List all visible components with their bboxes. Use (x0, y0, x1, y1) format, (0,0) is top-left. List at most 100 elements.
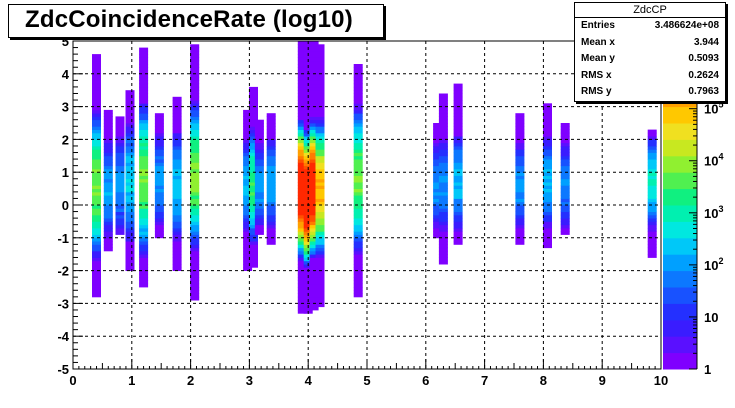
heatmap-cell (139, 162, 149, 167)
heatmap-cell (438, 142, 448, 147)
heatmap-cell (92, 165, 101, 170)
heatmap-cell (139, 126, 149, 130)
heatmap-cell (92, 146, 101, 150)
heatmap-cell (172, 116, 182, 121)
heatmap-cell (438, 162, 448, 167)
heatmap-cell (560, 178, 570, 183)
heatmap-cell (433, 178, 443, 183)
heatmap-cell (438, 237, 448, 242)
heatmap-cell (172, 178, 182, 183)
heatmap-cell (560, 155, 570, 160)
stats-label: RMS y (581, 86, 612, 97)
heatmap-cell (92, 175, 101, 180)
heatmap-cell (125, 237, 135, 242)
heatmap-cell (190, 73, 200, 78)
heatmap-cell (309, 231, 319, 235)
heatmap-cell (297, 182, 307, 186)
heatmap-cell (172, 159, 182, 163)
heatmap-cell (266, 241, 276, 245)
heatmap-cell (172, 103, 182, 107)
heatmap-cell (125, 149, 135, 153)
heatmap-cell (303, 96, 313, 101)
heatmap-cell (190, 123, 200, 127)
heatmap-cell (249, 264, 258, 268)
heatmap-cell (139, 146, 149, 150)
heatmap-cell (315, 165, 325, 170)
heatmap-cell (92, 90, 101, 94)
heatmap-cell (172, 231, 182, 235)
heatmap-cell (647, 211, 657, 216)
heatmap-cell (438, 168, 448, 173)
heatmap-cell (309, 47, 319, 52)
heatmap-cell (560, 205, 570, 209)
heatmap-cell (438, 241, 448, 245)
heatmap-cell (297, 273, 307, 278)
heatmap-cell (353, 129, 363, 134)
heatmap-cell (543, 175, 552, 180)
heatmap-cell (453, 113, 463, 117)
heatmap-cell (249, 93, 258, 98)
heatmap-cell (309, 100, 319, 104)
heatmap-cell (433, 208, 443, 212)
heatmap-cell (125, 198, 135, 203)
heatmap-cell (125, 182, 135, 186)
heatmap-cell (243, 139, 253, 144)
heatmap-cell (115, 146, 125, 150)
heatmap-cell (515, 218, 525, 222)
heatmap-cell (243, 247, 253, 252)
heatmap-cell (543, 123, 552, 127)
heatmap-cell (154, 162, 164, 167)
heatmap-cell (266, 185, 276, 189)
heatmap-cell (254, 182, 264, 186)
heatmap-cell (125, 172, 135, 176)
heatmap-cell (139, 250, 149, 255)
heatmap-cell (515, 185, 525, 189)
heatmap-cell (353, 146, 363, 150)
heatmap-cell (353, 283, 363, 288)
heatmap-cell (438, 178, 448, 183)
heatmap-cell (266, 155, 276, 160)
heatmap-cell (297, 310, 307, 314)
heatmap-cell (515, 221, 525, 226)
heatmap-cell (115, 139, 125, 144)
heatmap-cell (125, 175, 135, 180)
heatmap-cell (249, 100, 258, 104)
heatmap-cell (103, 129, 113, 134)
heatmap-cell (297, 162, 307, 167)
heatmap-cell (139, 224, 149, 229)
heatmap-cell (103, 116, 113, 121)
heatmap-cell (438, 247, 448, 252)
heatmap-cell (125, 247, 135, 252)
heatmap-cell (560, 126, 570, 130)
heatmap-cell (190, 64, 200, 68)
heatmap-cell (353, 231, 363, 235)
heatmap-cell (543, 149, 552, 153)
heatmap-cell (453, 211, 463, 216)
heatmap-cell (249, 109, 258, 114)
heatmap-cell (297, 283, 307, 288)
heatmap-cell (190, 168, 200, 173)
heatmap-cell (315, 113, 325, 117)
heatmap-cell (315, 106, 325, 111)
heatmap-cell (309, 149, 319, 153)
heatmap-cell (139, 60, 149, 65)
heatmap-cell (154, 172, 164, 176)
heatmap-cell (309, 300, 319, 304)
heatmap-cell (249, 168, 258, 173)
heatmap-cell (190, 283, 200, 288)
heatmap-cell (303, 254, 313, 258)
heatmap-cell (92, 83, 101, 88)
heatmap-cell (353, 264, 363, 268)
heatmap-cell (172, 195, 182, 199)
heatmap-cell (315, 224, 325, 229)
heatmap-cell (303, 168, 313, 173)
heatmap-cell (353, 162, 363, 167)
heatmap-cell (309, 83, 319, 88)
heatmap-cell (243, 191, 253, 196)
heatmap-cell (297, 90, 307, 94)
heatmap-cell (560, 123, 570, 127)
heatmap-cell (103, 214, 113, 219)
heatmap-cell (453, 159, 463, 163)
heatmap-cell (266, 162, 276, 167)
heatmap-cell (353, 254, 363, 258)
